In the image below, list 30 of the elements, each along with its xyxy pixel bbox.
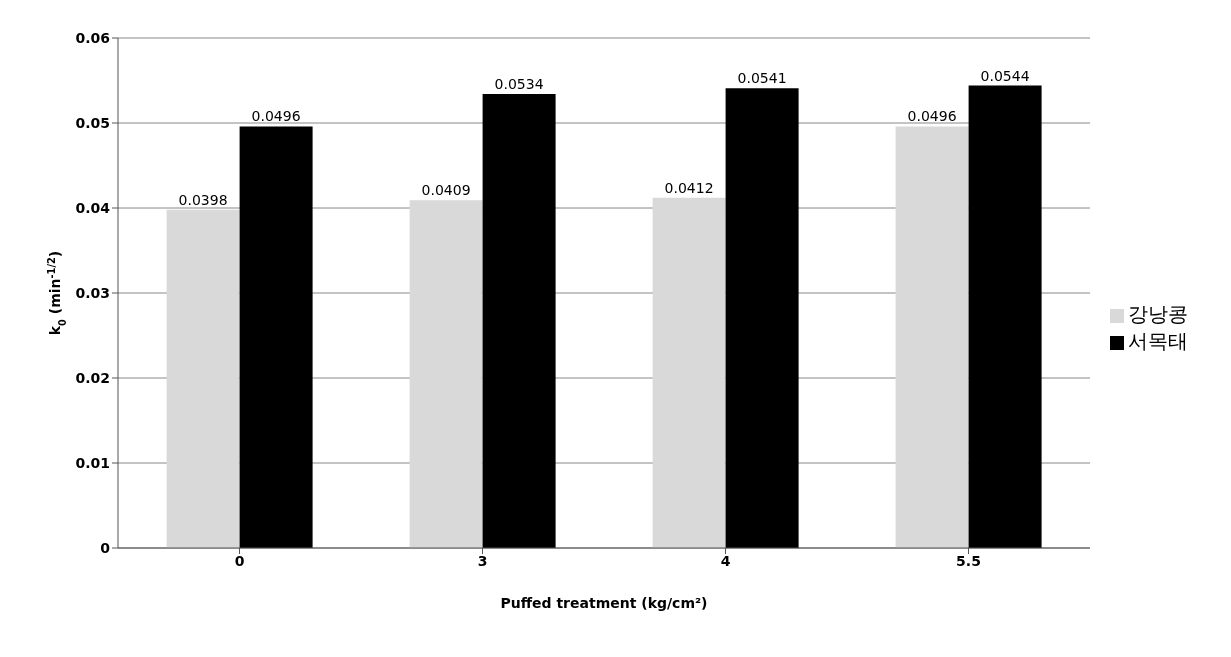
bar	[895, 126, 969, 548]
data-label: 0.0496	[251, 108, 301, 125]
data-label: 0.0398	[178, 191, 228, 208]
y-tick-label: 0.04	[75, 199, 111, 216]
x-tick-label: 4	[720, 552, 731, 569]
y-tick-label: 0	[100, 539, 111, 556]
x-axis-title: Puffed treatment (kg/cm²)	[500, 595, 708, 611]
bar	[409, 200, 483, 548]
legend-label: 강낭콩	[1128, 302, 1188, 326]
legend-label: 서목태	[1128, 329, 1188, 353]
data-label: 0.0409	[421, 182, 471, 199]
bar	[482, 94, 556, 548]
y-tick-label: 0.03	[75, 284, 110, 301]
data-label: 0.0412	[664, 179, 714, 196]
y-tick-label: 0.06	[75, 29, 110, 46]
bar	[652, 197, 726, 548]
bar	[239, 126, 313, 548]
data-label: 0.0544	[980, 67, 1030, 84]
bar	[968, 85, 1042, 548]
bar	[166, 209, 240, 548]
data-label: 0.0496	[907, 108, 957, 125]
x-tick-label: 5.5	[956, 552, 981, 569]
data-label: 0.0541	[737, 70, 787, 87]
y-tick-label: 0.02	[75, 369, 110, 386]
data-label: 0.0534	[494, 76, 544, 93]
x-tick-label: 3	[477, 552, 488, 569]
x-tick-label: 0	[234, 552, 245, 569]
y-tick-label: 0.05	[75, 114, 110, 131]
bar	[725, 88, 799, 548]
y-tick-label: 0.01	[75, 454, 110, 471]
